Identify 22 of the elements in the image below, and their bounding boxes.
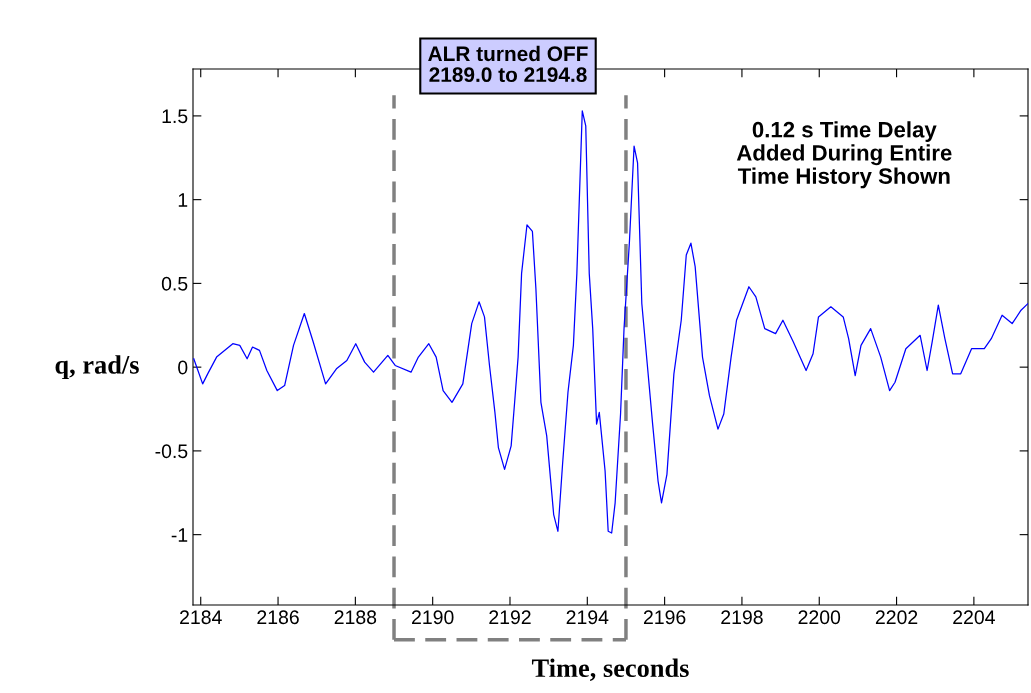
x-tick-label: 2202 xyxy=(875,610,918,625)
x-tick-label: 2194 xyxy=(566,610,609,625)
x-axis-title: Time, seconds xyxy=(531,658,689,681)
line-series xyxy=(193,110,1028,534)
x-tick-label: 2200 xyxy=(798,610,841,625)
x-tick-label: 2184 xyxy=(180,610,222,625)
y-tick-label: 0.5 xyxy=(161,276,188,291)
x-tick-label: 2186 xyxy=(257,610,299,625)
y-axis-title: q, rad/s xyxy=(55,355,139,380)
y-tick-label: 0 xyxy=(178,360,188,375)
y-tick-label: -0.5 xyxy=(155,444,188,459)
x-tick-label: 2204 xyxy=(953,610,995,625)
x-tick-label: 2198 xyxy=(721,610,763,625)
y-tick-label: 1.5 xyxy=(162,109,188,124)
annotation: 0.12 s Time Delay Added During Entire Time History Shown xyxy=(736,121,952,189)
y-tick-label: 1 xyxy=(178,193,188,207)
x-tick-label: 2190 xyxy=(412,610,454,625)
y-tick-label: -1 xyxy=(171,528,188,542)
annotation: ALR turned OFF 2189.0 to 2194.8 xyxy=(428,45,588,83)
x-tick-label: 2192 xyxy=(489,610,531,625)
x-tick-label: 2188 xyxy=(334,610,377,625)
x-tick-label: 2196 xyxy=(643,610,686,625)
